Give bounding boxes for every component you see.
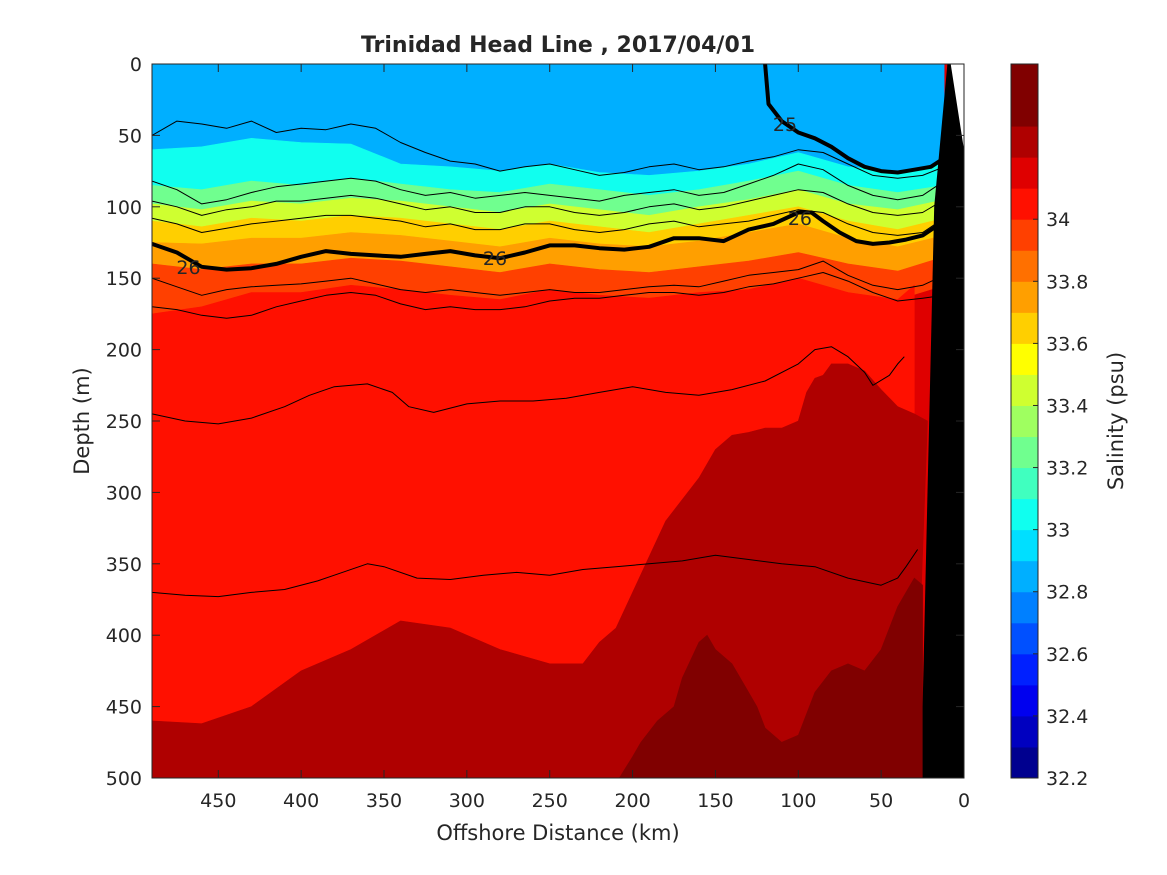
contour-labels: 25 26 26 26	[176, 114, 812, 279]
seafloor-gap	[947, 64, 964, 778]
colorbar-swatch-3	[1011, 653, 1038, 686]
y-tick-label-1: 50	[118, 125, 142, 147]
contour-line-6	[152, 346, 905, 425]
contour-line-5	[152, 272, 945, 319]
contour-line-4	[152, 260, 945, 296]
colorbar-tick-label-2: 32.6	[1046, 644, 1088, 666]
salinity-band-10	[618, 577, 923, 778]
y-tick-label-5: 250	[106, 411, 142, 433]
seafloor-mask	[922, 64, 964, 778]
colorbar-swatch-5	[1011, 591, 1038, 624]
colorbar-tick-label-9: 34	[1046, 209, 1070, 231]
colorbar-swatch-2	[1011, 684, 1038, 717]
contour-line-7	[152, 549, 919, 598]
y-axis-label: Depth (m)	[70, 367, 94, 474]
y-tick-label-3: 150	[106, 268, 142, 290]
isopycnal-25-line-0	[763, 64, 946, 175]
colorbar-tick-label-5: 33.2	[1046, 458, 1088, 480]
y-tick-label-2: 100	[106, 197, 142, 219]
colorbar-swatch-18	[1011, 188, 1038, 220]
x-tick-label-3: 300	[449, 790, 485, 812]
colorbar-tick-label-1: 32.4	[1046, 706, 1088, 728]
colorbar-swatch-4	[1011, 622, 1038, 655]
x-tick-label-8: 50	[869, 790, 893, 812]
contour-label-0: 25	[773, 114, 797, 136]
contour-label-1: 26	[176, 257, 200, 279]
salinity-bands	[152, 64, 945, 778]
colorbar-frame	[1010, 63, 1039, 779]
colorbar-swatch-17	[1011, 219, 1038, 251]
x-axis: 450 400 350 300 250 200 150 100 50 0	[200, 64, 970, 812]
colorbar-swatch-6	[1011, 560, 1038, 593]
isopycnal-lines	[152, 64, 946, 272]
contour-lines	[152, 120, 945, 598]
y-tick-label-4: 200	[106, 340, 142, 362]
colorbar-swatch-11	[1011, 405, 1038, 438]
y-axis: 0 50 100 150 200 250 300 350 400 450 500	[106, 54, 964, 790]
colorbar-label: Salinity (psu)	[1104, 352, 1128, 490]
x-tick-label-6: 150	[697, 790, 733, 812]
colorbar: 32.2 32.4 32.6 32.8 33 33.2 33.4 33.6 33.8 34	[1010, 63, 1088, 790]
y-tick-label-6: 300	[106, 482, 142, 504]
colorbar-swatch-20	[1011, 126, 1038, 158]
colorbar-swatch-19	[1011, 157, 1038, 189]
colorbar-swatch-13	[1011, 343, 1038, 375]
colorbar-swatch-8	[1011, 498, 1038, 531]
contour-line-1	[152, 163, 945, 205]
colorbar-swatch-0	[1011, 746, 1038, 779]
contour-line-2	[152, 189, 945, 216]
colorbar-tick-label-4: 33	[1046, 520, 1070, 542]
colorbar-swatch-10	[1011, 436, 1038, 469]
contour-label-2: 26	[483, 248, 507, 270]
y-tick-label-10: 500	[106, 768, 142, 790]
y-tick-label-0: 0	[130, 54, 142, 76]
land-edge	[944, 64, 964, 150]
colorbar-swatch-16	[1011, 250, 1038, 282]
y-tick-label-8: 400	[106, 625, 142, 647]
x-axis-label: Offshore Distance (km)	[436, 821, 679, 845]
contour-line-0	[152, 120, 945, 179]
x-tick-label-2: 350	[366, 790, 402, 812]
plot-area: 25 26 26 26	[151, 63, 965, 779]
colorbar-swatch-21	[1011, 64, 1038, 127]
x-tick-label-7: 100	[780, 790, 816, 812]
y-tick-label-7: 350	[106, 554, 142, 576]
colorbar-tick-label-0: 32.2	[1046, 768, 1088, 790]
colorbar-tick-label-8: 33.8	[1046, 271, 1088, 293]
isopycnal-26-line-1	[152, 210, 946, 272]
x-tick-label-4: 250	[532, 790, 568, 812]
contour-line-3	[152, 209, 945, 236]
colorbar-swatch-12	[1011, 374, 1038, 406]
contour-label-3: 26	[788, 208, 812, 230]
x-tick-label-0: 450	[200, 790, 236, 812]
colorbar-swatch-9	[1011, 467, 1038, 500]
y-tick-label-9: 450	[106, 697, 142, 719]
colorbar-tick-label-7: 33.6	[1046, 333, 1088, 355]
x-tick-label-9: 0	[958, 790, 970, 812]
colorbar-tick-label-6: 33.4	[1046, 395, 1088, 417]
x-tick-label-5: 200	[614, 790, 650, 812]
colorbar-swatch-1	[1011, 715, 1038, 748]
x-tick-label-1: 400	[283, 790, 319, 812]
colorbar-tick-label-3: 32.8	[1046, 582, 1088, 604]
colorbar-swatch-7	[1011, 529, 1038, 562]
colorbar-swatch-14	[1011, 312, 1038, 344]
chart-title: Trinidad Head Line , 2017/04/01	[361, 33, 755, 58]
colorbar-swatch-15	[1011, 281, 1038, 313]
